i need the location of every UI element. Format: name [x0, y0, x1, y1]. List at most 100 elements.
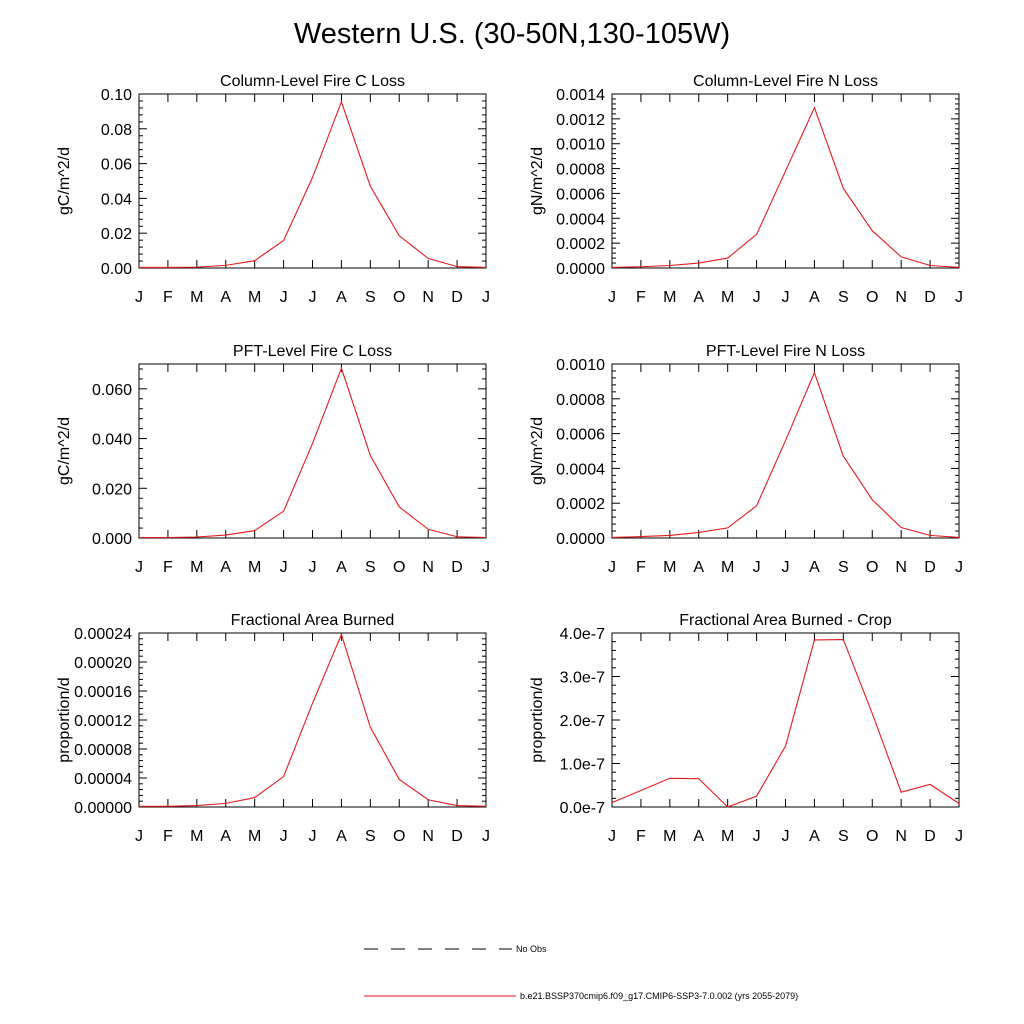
x-tick-label: M	[190, 289, 203, 306]
y-tick-label: 0.0006	[556, 186, 605, 203]
x-tick-label: J	[608, 828, 616, 845]
y-tick-label: 0.00	[101, 261, 132, 278]
x-tick-label: D	[451, 828, 463, 845]
x-tick-label: J	[482, 289, 490, 306]
x-tick-label: S	[365, 559, 376, 576]
x-tick-label: J	[135, 828, 143, 845]
y-axis-label: proportion/d	[56, 677, 73, 762]
series-line	[611, 106, 960, 268]
x-tick-label: J	[309, 559, 317, 576]
chart-panel-1: Column-Level Fire C Loss gC/m^2/d 0.00 0.02…	[56, 73, 490, 306]
x-tick-label: D	[451, 559, 463, 576]
plot-frame	[138, 632, 487, 808]
x-tick-label: F	[636, 559, 646, 576]
y-tick-label: 0.020	[92, 481, 132, 498]
chart-panel-4: PFT-Level Fire N Loss gN/m^2/d 0.0000 0.000…	[529, 343, 963, 576]
y-tick-label: 0.00004	[74, 771, 132, 788]
x-tick-label: J	[955, 828, 963, 845]
y-tick-label: 0.0010	[556, 357, 605, 374]
x-tick-label: A	[336, 559, 347, 576]
legend-label-1: No Obs	[516, 944, 547, 954]
x-tick-label: S	[838, 559, 849, 576]
x-tick-label: A	[220, 559, 231, 576]
x-tick-label: N	[895, 559, 907, 576]
y-tick-label: 0.00008	[74, 742, 132, 759]
x-tick-label: J	[955, 289, 963, 306]
y-tick-label: 0.0e-7	[560, 800, 605, 817]
x-tick-label: J	[782, 289, 790, 306]
x-tick-label: F	[163, 828, 173, 845]
y-tick-label: 0.02	[101, 226, 132, 243]
x-tick-label: J	[608, 559, 616, 576]
legend: No Obs b.e21.BSSP370cmip6.f09_g17.CMIP6-S…	[364, 944, 798, 1001]
x-tick-label: F	[163, 559, 173, 576]
y-tick-label: 0.0004	[556, 211, 605, 228]
x-tick-label: F	[636, 828, 646, 845]
x-tick-label: O	[866, 289, 878, 306]
x-tick-label: D	[924, 828, 936, 845]
x-tick-label: M	[721, 828, 734, 845]
x-tick-label: M	[248, 828, 261, 845]
y-tick-label: 0.08	[101, 122, 132, 139]
y-axis-label: gN/m^2/d	[529, 147, 546, 215]
y-tick-label: 0.0002	[556, 496, 605, 513]
x-tick-label: M	[190, 559, 203, 576]
x-tick-label: O	[393, 559, 405, 576]
y-tick-label: 0.0008	[556, 392, 605, 409]
legend-label-2: b.e21.BSSP370cmip6.f09_g17.CMIP6-SSP3-7.…	[520, 991, 798, 1001]
plot-frame	[611, 93, 960, 269]
x-tick-label: A	[809, 559, 820, 576]
x-tick-label: J	[280, 828, 288, 845]
x-tick-label: M	[663, 828, 676, 845]
y-tick-label: 0.0002	[556, 236, 605, 253]
x-tick-label: N	[422, 559, 434, 576]
y-tick-label: 0.00000	[74, 800, 132, 817]
x-tick-label: J	[753, 289, 761, 306]
x-tick-label: J	[309, 289, 317, 306]
x-tick-label: D	[924, 559, 936, 576]
y-tick-label: 0.00024	[74, 626, 132, 643]
x-tick-label: J	[135, 289, 143, 306]
x-tick-label: A	[809, 828, 820, 845]
x-tick-label: O	[866, 559, 878, 576]
panel-title: Fractional Area Burned	[231, 612, 395, 629]
x-tick-label: J	[135, 559, 143, 576]
y-tick-label: 0.0014	[556, 87, 605, 104]
panel-title: Fractional Area Burned - Crop	[679, 612, 892, 629]
x-tick-label: S	[365, 828, 376, 845]
y-tick-label: 0.0000	[556, 261, 605, 278]
x-tick-label: O	[866, 828, 878, 845]
x-tick-label: J	[955, 559, 963, 576]
x-tick-label: F	[163, 289, 173, 306]
plot-frame	[138, 363, 487, 539]
figure-title: Western U.S. (30-50N,130-105W)	[293, 18, 731, 50]
x-tick-label: M	[721, 559, 734, 576]
y-tick-label: 2.0e-7	[560, 713, 605, 730]
x-tick-label: N	[895, 828, 907, 845]
y-tick-label: 0.04	[101, 191, 132, 208]
series-line	[139, 366, 487, 539]
x-tick-label: M	[248, 559, 261, 576]
x-tick-label: O	[393, 289, 405, 306]
series-line	[611, 371, 960, 539]
x-tick-label: J	[482, 559, 490, 576]
y-tick-label: 0.00012	[74, 713, 132, 730]
x-tick-label: A	[336, 289, 347, 306]
x-tick-label: J	[280, 289, 288, 306]
panel-title: Column-Level Fire N Loss	[693, 73, 878, 90]
plot-frame	[611, 363, 960, 539]
x-tick-label: J	[753, 559, 761, 576]
x-tick-label: A	[693, 559, 704, 576]
y-tick-label: 0.00016	[74, 684, 132, 701]
plot-frame	[138, 93, 487, 269]
x-tick-label: N	[895, 289, 907, 306]
y-axis-label: proportion/d	[529, 677, 546, 762]
series-line	[611, 638, 960, 808]
x-tick-label: M	[721, 289, 734, 306]
x-tick-label: F	[636, 289, 646, 306]
y-axis-label: gC/m^2/d	[56, 147, 73, 215]
x-tick-label: A	[336, 828, 347, 845]
x-tick-label: S	[838, 828, 849, 845]
y-axis-label: gN/m^2/d	[529, 417, 546, 485]
x-tick-label: J	[280, 559, 288, 576]
